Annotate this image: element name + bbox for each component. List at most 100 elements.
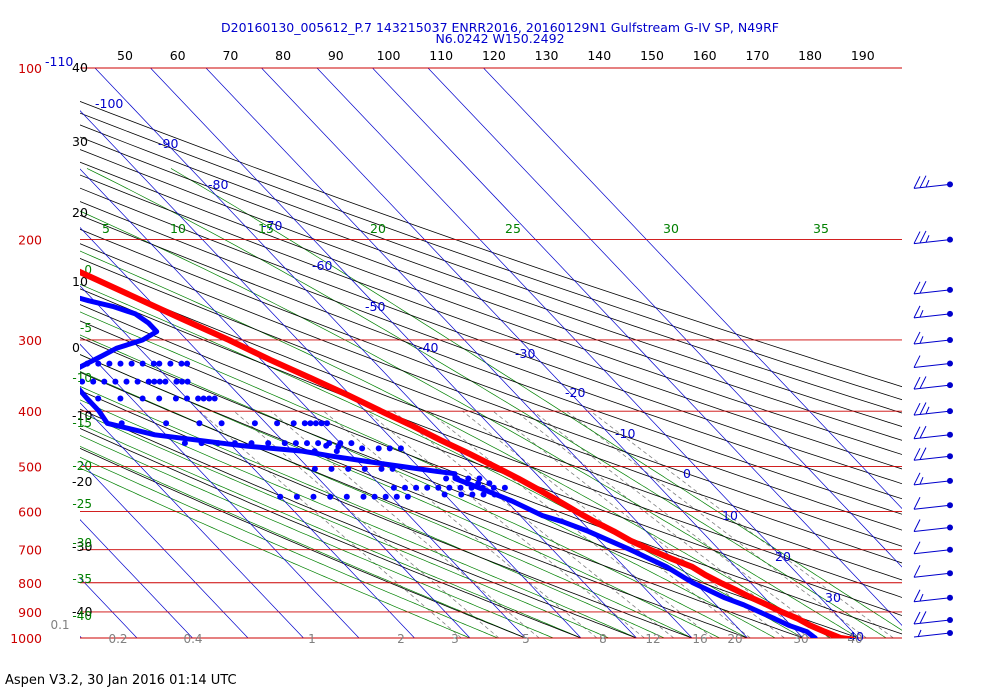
top-scale-tick-label: 50	[117, 48, 133, 63]
pressure-label: 900	[18, 605, 42, 620]
isotherm-label: 10	[722, 508, 738, 523]
dewpoint-point	[446, 484, 453, 491]
dewpoint-point	[389, 465, 396, 472]
dewpoint-point	[156, 378, 163, 385]
wind-barb-half-flag	[919, 310, 924, 318]
dewpoint-point	[311, 448, 318, 455]
wind-barb	[913, 305, 953, 319]
theta-label: 5	[102, 221, 110, 236]
wind-barb-half-flag	[925, 406, 930, 415]
dewpoint-point	[375, 445, 382, 452]
top-scale-tick-label: 70	[222, 48, 238, 63]
moist-adiabat-line	[86, 168, 887, 638]
dry-adiabat-line	[80, 408, 637, 638]
mixing-ratio-label: 0.1	[50, 618, 69, 632]
dewpoint-point	[476, 475, 483, 482]
dewpoint-point	[328, 465, 335, 472]
wind-barb-flag	[919, 230, 927, 244]
isotherm-label: -10	[615, 426, 635, 441]
dewpoint-point	[464, 480, 471, 487]
dewpoint-point	[333, 448, 340, 455]
wind-barb-half-flag	[919, 476, 924, 485]
top-scale-tick-label: 120	[482, 48, 506, 63]
dewpoint-point	[312, 420, 319, 427]
wind-barb-flag	[913, 497, 921, 510]
isotherm-line	[80, 285, 415, 638]
isotherm-label: 20	[775, 549, 791, 564]
dewpoint-point	[435, 484, 442, 491]
moist-adiabat-line	[80, 423, 582, 638]
isotherm-label: -20	[565, 385, 585, 400]
dewpoint-point	[231, 440, 238, 447]
dewpoint-point	[162, 378, 169, 385]
wind-barb-flag	[913, 176, 921, 189]
isotherm-lines	[80, 68, 902, 638]
pressure-label: 500	[18, 459, 42, 474]
dewpoint-point	[218, 420, 225, 427]
wind-barb	[913, 355, 953, 369]
mixing-ratio-label: 2	[397, 632, 405, 646]
dewpoint-point	[348, 440, 355, 447]
dewpoint-point	[90, 378, 97, 385]
wind-barb	[913, 402, 953, 416]
dewpoint-point	[172, 395, 179, 402]
wind-barb-flag	[919, 280, 927, 294]
isotherm-label: -50	[365, 299, 385, 314]
wind-barb-staff	[913, 363, 951, 369]
isotherm-line	[80, 110, 582, 638]
dewpoint-point	[479, 484, 486, 491]
isotherm-line	[94, 68, 637, 638]
pressure-label: 1000	[10, 631, 42, 646]
isotherm-label: -40	[418, 340, 438, 355]
dewpoint-point	[178, 360, 185, 367]
isotherm-label: -80	[208, 177, 228, 192]
dewpoint-point	[196, 420, 203, 427]
wind-barb-staff	[913, 434, 951, 440]
dewpoint-point	[343, 493, 350, 500]
dewpoint-point	[382, 493, 389, 500]
left-scale-label: -40	[72, 604, 92, 619]
wind-barb-column	[913, 175, 953, 638]
dewpoint-point	[195, 395, 202, 402]
moist-adiabat-label: 0	[84, 263, 92, 277]
dry-adiabat-line	[80, 124, 902, 414]
mixing-ratio-label: 3	[451, 632, 459, 646]
dewpoint-point	[156, 395, 163, 402]
isotherm-label: 0	[683, 466, 691, 481]
moist-adiabat-line	[80, 445, 526, 638]
moist-adiabat-label: -15	[72, 416, 92, 430]
wind-barb	[913, 629, 953, 638]
isotherm-label: -90	[158, 136, 178, 151]
dry-adiabat-line	[80, 136, 902, 427]
dewpoint-point	[34, 361, 40, 367]
mixing-ratio-line	[323, 410, 598, 638]
dewpoint-point	[393, 493, 400, 500]
moist-adiabat-line	[80, 385, 665, 638]
dewpoint-point	[371, 493, 378, 500]
dry-adiabat-line	[80, 389, 693, 638]
dewpoint-point	[281, 440, 288, 447]
wind-barb	[913, 280, 953, 295]
dewpoint-point	[458, 491, 465, 498]
wind-barb-flag	[913, 589, 921, 602]
dewpoint-point	[84, 360, 91, 367]
wind-barb	[913, 519, 953, 533]
moist-adiabat-line	[80, 371, 693, 638]
dry-adiabat-line	[80, 288, 902, 598]
isotherm-line	[483, 68, 902, 510]
dewpoint-point	[73, 396, 79, 402]
dewpoint-point	[134, 378, 141, 385]
wind-barb	[913, 497, 953, 510]
dewpoint-point	[457, 484, 464, 491]
dewpoint-point	[327, 493, 334, 500]
dewpoint-point	[173, 378, 180, 385]
isotherm-line	[80, 343, 360, 638]
wind-barb-staff	[913, 410, 951, 416]
top-scale-tick-label: 110	[429, 48, 453, 63]
dewpoint-point	[274, 420, 281, 427]
theta-label: 15	[258, 221, 274, 236]
dewpoint-point	[198, 440, 205, 447]
isotherm-label: -100	[95, 96, 123, 111]
moist-adiabat-line	[80, 334, 748, 638]
dewpoint-point	[424, 484, 431, 491]
